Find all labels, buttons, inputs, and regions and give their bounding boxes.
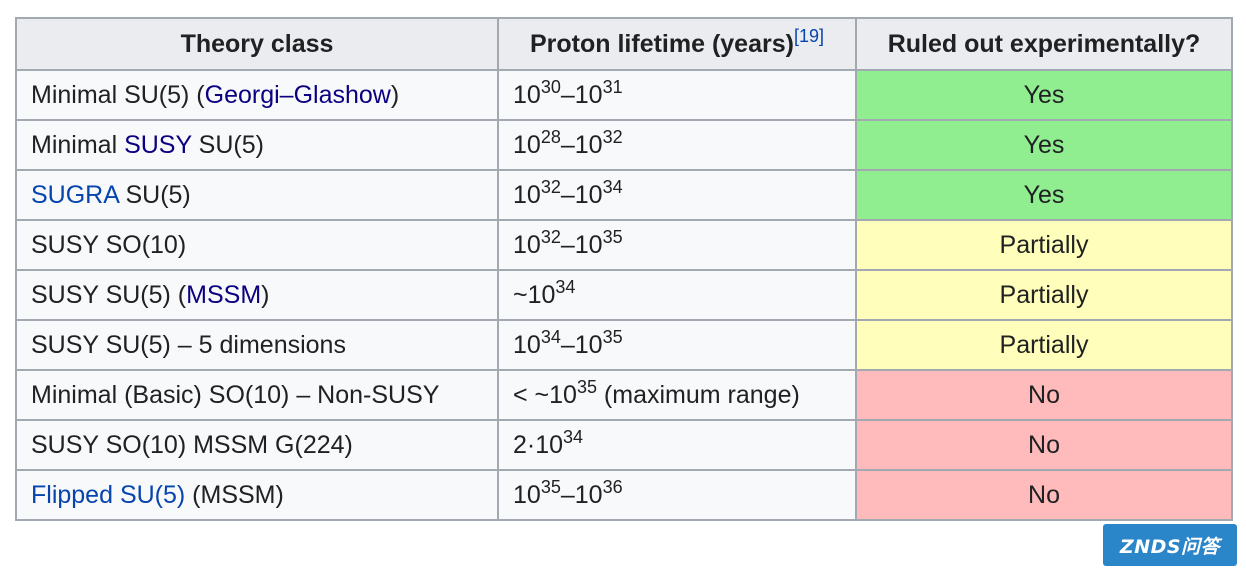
exponent: 32 <box>540 226 561 247</box>
theory-link[interactable]: Georgi–Glashow <box>204 80 391 109</box>
theory-text: (MSSM) <box>185 480 284 509</box>
exponent: 35 <box>540 476 561 497</box>
ruled-out-status-cell: No <box>855 469 1233 521</box>
lifetime-cell: 1030–1031 <box>497 69 857 121</box>
theory-text: ) <box>390 80 400 109</box>
lifetime-text: –10 <box>560 130 603 159</box>
table-row: SUGRA SU(5) 1032–1034 Yes <box>15 169 1233 221</box>
exponent: 36 <box>602 476 623 497</box>
exponent: 35 <box>602 326 623 347</box>
theory-cell: SUGRA SU(5) <box>15 169 499 221</box>
column-header-theory: Theory class <box>15 17 499 71</box>
exponent: 32 <box>602 126 623 147</box>
lifetime-text: 10 <box>513 330 541 359</box>
theory-text: ) <box>261 280 270 309</box>
column-header-ruled-out: Ruled out experimentally? <box>855 17 1233 71</box>
theory-link[interactable]: SUSY <box>124 130 192 159</box>
theory-cell: Flipped SU(5) (MSSM) <box>15 469 499 521</box>
lifetime-text: –10 <box>560 480 603 509</box>
exponent: 35 <box>602 226 623 247</box>
theory-text: Minimal (Basic) SO(10) – Non-SUSY <box>31 380 440 409</box>
znds-watermark-logo: ZNDS问答 <box>1103 524 1237 566</box>
theory-text: SUSY SU(5) ( <box>31 280 187 309</box>
theory-cell: Minimal (Basic) SO(10) – Non-SUSY <box>15 369 499 421</box>
lifetime-cell: < ~1035 (maximum range) <box>497 369 857 421</box>
reference-link-19[interactable]: [19] <box>793 25 824 46</box>
lifetime-cell: 2·1034 <box>497 419 857 471</box>
table-row: Minimal (Basic) SO(10) – Non-SUSY < ~1035… <box>15 369 1233 421</box>
theory-cell: SUSY SU(5) (MSSM) <box>15 269 499 321</box>
exponent: 32 <box>540 176 561 197</box>
table-row: Flipped SU(5) (MSSM) 1035–1036 No <box>15 469 1233 521</box>
ruled-out-status-cell: Partially <box>855 269 1233 321</box>
lifetime-text: 10 <box>513 480 541 509</box>
column-header-lifetime: Proton lifetime (years)[19] <box>497 17 857 71</box>
theory-text: SUSY SU(5) – 5 dimensions <box>31 330 346 359</box>
exponent: 30 <box>540 76 561 97</box>
lifetime-cell: 1032–1034 <box>497 169 857 221</box>
theory-link[interactable]: Flipped SU(5) <box>31 480 186 509</box>
exponent: 28 <box>540 126 561 147</box>
lifetime-text: (maximum range) <box>596 380 800 409</box>
table-row: SUSY SU(5) (MSSM) ~1034 Partially <box>15 269 1233 321</box>
ruled-out-status-cell: Partially <box>855 319 1233 371</box>
lifetime-text: –10 <box>560 230 603 259</box>
exponent: 31 <box>602 76 623 97</box>
watermark-text: ZNDS问答 <box>1119 535 1221 558</box>
table-row: Minimal SU(5) (Georgi–Glashow) 1030–1031 Y… <box>15 69 1233 121</box>
proton-lifetime-table: Theory class Proton lifetime (years)[19]… <box>15 17 1233 521</box>
table-row: Minimal SUSY SU(5) 1028–1032 Yes <box>15 119 1233 171</box>
theory-cell: SUSY SO(10) MSSM G(224) <box>15 419 499 471</box>
exponent: 34 <box>563 426 584 447</box>
theory-text: SU(5) <box>191 130 264 159</box>
ruled-out-status-cell: Partially <box>855 219 1233 271</box>
theory-link[interactable]: SUGRA <box>31 180 119 209</box>
lifetime-cell: 1035–1036 <box>497 469 857 521</box>
ruled-out-status-cell: No <box>855 369 1233 421</box>
theory-text: Minimal SU(5) ( <box>31 80 205 109</box>
lifetime-cell: 1034–1035 <box>497 319 857 371</box>
lifetime-text: 2·10 <box>513 430 564 459</box>
theory-text: SUSY SO(10) MSSM G(224) <box>31 430 353 459</box>
exponent: 34 <box>555 276 576 297</box>
lifetime-text: 10 <box>513 230 541 259</box>
exponent: 34 <box>602 176 623 197</box>
lifetime-text: –10 <box>560 330 603 359</box>
theory-text: Minimal <box>31 130 125 159</box>
table-row: SUSY SU(5) – 5 dimensions 1034–1035 Partia… <box>15 319 1233 371</box>
lifetime-cell: 1032–1035 <box>497 219 857 271</box>
table-header-row: Theory class Proton lifetime (years)[19]… <box>15 17 1233 71</box>
exponent: 35 <box>576 376 597 397</box>
theory-cell: SUSY SU(5) – 5 dimensions <box>15 319 499 371</box>
ruled-out-status-cell: Yes <box>855 69 1233 121</box>
theory-link[interactable]: MSSM <box>186 280 262 309</box>
lifetime-cell: 1028–1032 <box>497 119 857 171</box>
theory-cell: SUSY SO(10) <box>15 219 499 271</box>
lifetime-cell: ~1034 <box>497 269 857 321</box>
theory-text: SU(5) <box>118 180 191 209</box>
lifetime-header-label: Proton lifetime (years) <box>530 29 794 58</box>
exponent: 34 <box>540 326 561 347</box>
ruled-out-status-cell: Yes <box>855 169 1233 221</box>
theory-cell: Minimal SU(5) (Georgi–Glashow) <box>15 69 499 121</box>
theory-cell: Minimal SUSY SU(5) <box>15 119 499 171</box>
lifetime-text: 10 <box>513 80 541 109</box>
lifetime-text: –10 <box>560 80 603 109</box>
table-row: SUSY SO(10) 1032–1035 Partially <box>15 219 1233 271</box>
theory-text: SUSY SO(10) <box>31 230 187 259</box>
ruled-out-status-cell: No <box>855 419 1233 471</box>
lifetime-text: –10 <box>560 180 603 209</box>
lifetime-text: 10 <box>513 130 541 159</box>
ruled-out-status-cell: Yes <box>855 119 1233 171</box>
lifetime-text: ~10 <box>513 280 556 309</box>
lifetime-text: < ~10 <box>513 380 577 409</box>
lifetime-text: 10 <box>513 180 541 209</box>
table-row: SUSY SO(10) MSSM G(224) 2·1034 No <box>15 419 1233 471</box>
